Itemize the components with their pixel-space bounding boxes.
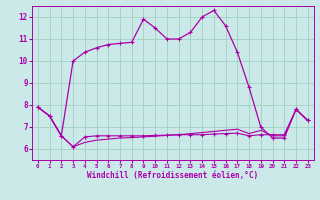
X-axis label: Windchill (Refroidissement éolien,°C): Windchill (Refroidissement éolien,°C)	[87, 171, 258, 180]
